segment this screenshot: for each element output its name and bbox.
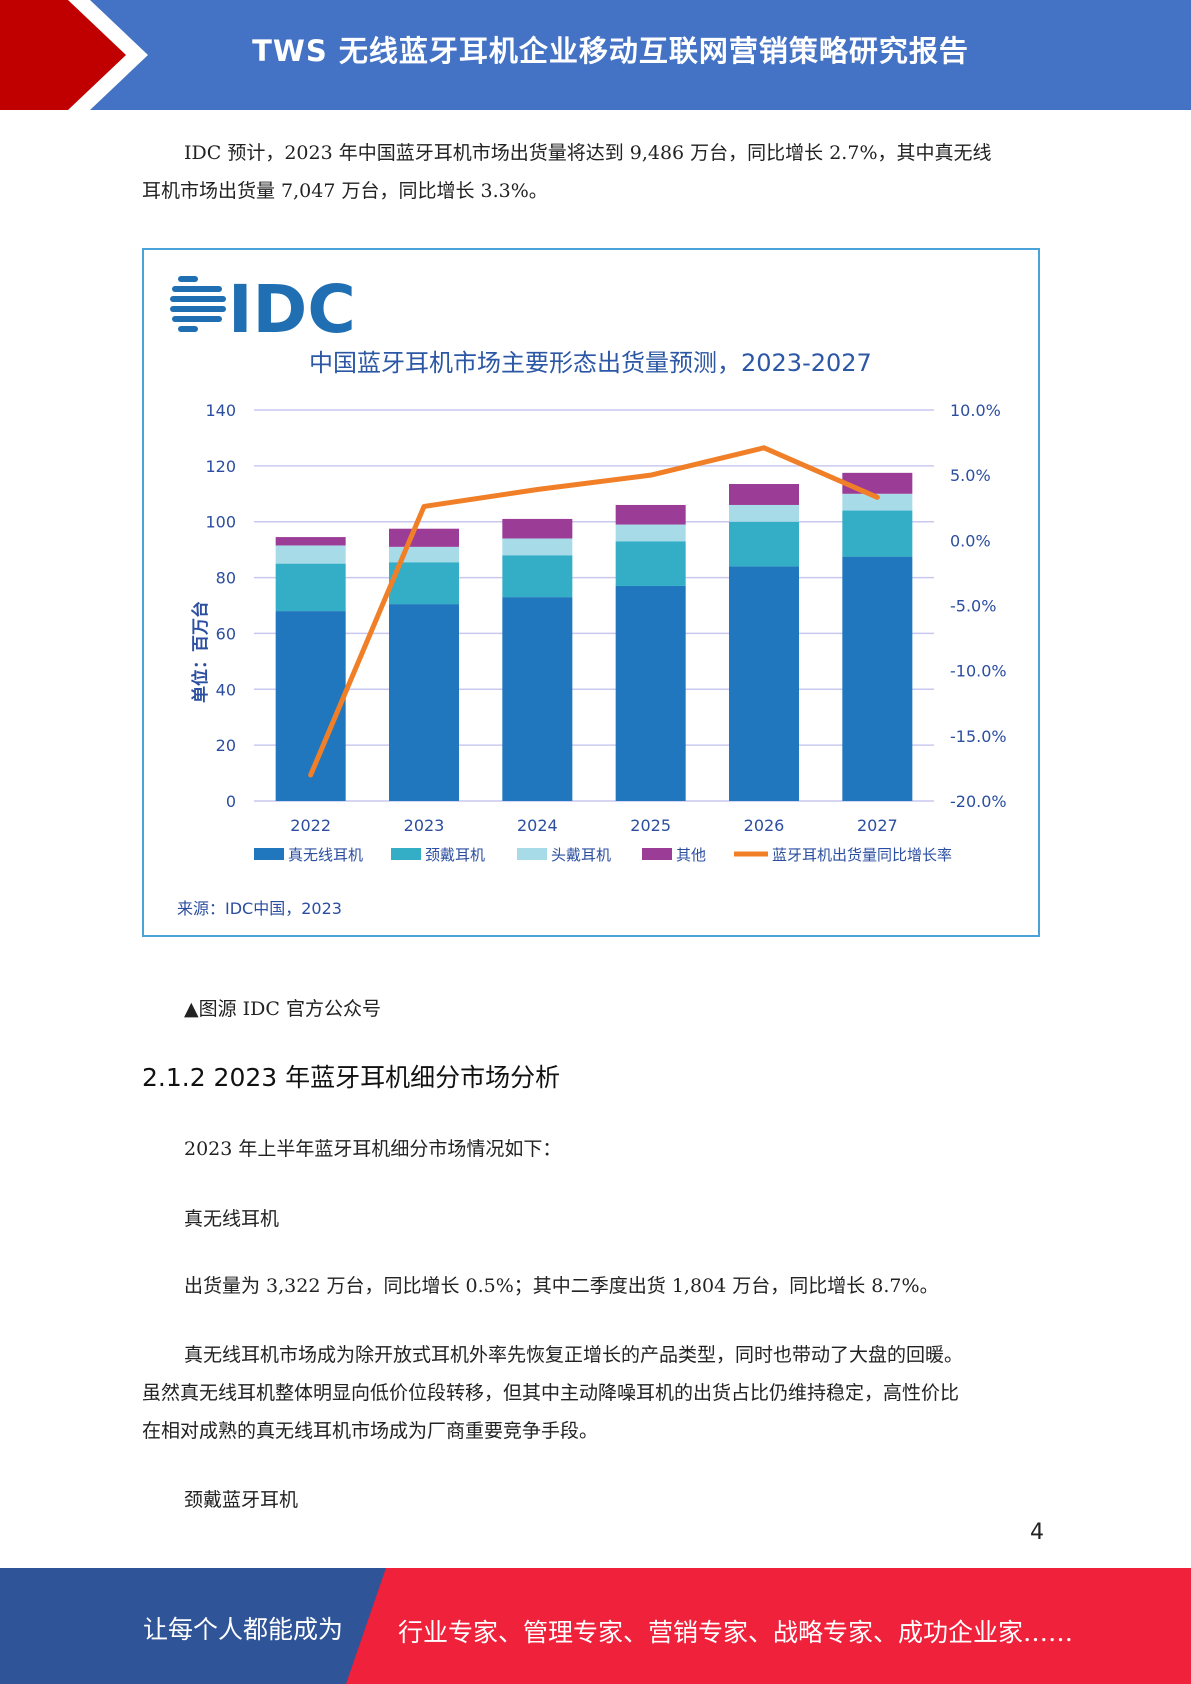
- y2-axis-ticks: -20.0% -15.0% -10.0% -5.0% 0.0% 5.0% 10.0%: [950, 401, 1007, 811]
- y-axis-ticks: 0 20 40 60 80 100 120 140: [205, 401, 236, 811]
- page-header: TWS 无线蓝牙耳机企业移动互联网营销策略研究报告: [0, 0, 1191, 110]
- y2-tick-label: 5.0%: [950, 466, 991, 485]
- bar-segment: [842, 493, 913, 511]
- x-tick-label: 2023: [404, 816, 445, 835]
- idc-logo-text: IDC: [228, 271, 356, 348]
- y2-tick-label: -15.0%: [950, 727, 1007, 746]
- y-tick-label: 0: [226, 792, 236, 811]
- y2-tick-label: 0.0%: [950, 531, 991, 550]
- legend-label: 颈戴耳机: [425, 846, 485, 864]
- body-p1: 2023 年上半年蓝牙耳机细分市场情况如下：: [184, 1138, 562, 1160]
- header-title: TWS 无线蓝牙耳机企业移动互联网营销策略研究报告: [252, 34, 969, 68]
- bar-segment: [615, 585, 686, 801]
- footer-slogan-right: 行业专家、管理专家、营销专家、战略专家、成功企业家……: [398, 1618, 1074, 1647]
- x-tick-label: 2026: [744, 816, 785, 835]
- bar-segment: [842, 510, 913, 557]
- y-axis-label: 单位：百万台: [190, 601, 211, 703]
- y-tick-label: 20: [216, 736, 236, 755]
- chart-legend: 真无线耳机 颈戴耳机 头戴耳机 其他 蓝牙耳机出货量同比增长率: [254, 846, 952, 864]
- body-p4: 真无线耳机市场成为除开放式耳机外率先恢复正增长的产品类型，同时也带动了大盘的回暖…: [142, 1336, 1042, 1450]
- figure-caption: ▲图源 IDC 官方公众号: [184, 998, 381, 1020]
- bar-segment: [502, 597, 573, 801]
- idc-chart-figure: IDC 中国蓝牙耳机市场主要形态出货量预测，2023-2027 单位：百万台 0…: [142, 248, 1040, 937]
- bar-segment: [615, 524, 686, 542]
- y-tick-label: 100: [205, 513, 236, 532]
- grid-lines: [254, 409, 934, 802]
- page-number: 4: [1030, 1520, 1044, 1545]
- body-p2: 真无线耳机: [184, 1208, 280, 1230]
- bar-segment: [275, 563, 346, 612]
- legend-label: 蓝牙耳机出货量同比增长率: [772, 846, 952, 864]
- bar-segment: [729, 504, 799, 522]
- page-footer: 让每个人都能成为 行业专家、管理专家、营销专家、战略专家、成功企业家……: [0, 1568, 1191, 1684]
- bar-segment: [615, 541, 686, 586]
- y-tick-label: 140: [205, 401, 236, 420]
- bar-segment: [502, 538, 573, 556]
- growth-line: [308, 445, 880, 778]
- bars: [275, 472, 913, 801]
- x-tick-label: 2024: [517, 816, 558, 835]
- bar-segment: [729, 521, 799, 567]
- bar-segment: [389, 562, 459, 605]
- legend-label: 真无线耳机: [288, 846, 363, 864]
- y2-tick-label: -10.0%: [950, 662, 1007, 681]
- body-p5: 颈戴蓝牙耳机: [184, 1489, 299, 1511]
- bar-segment: [502, 518, 573, 539]
- y-tick-label: 120: [205, 457, 236, 476]
- idc-logo: IDC: [170, 271, 356, 348]
- body-p4-line-1: 真无线耳机市场成为除开放式耳机外率先恢复正增长的产品类型，同时也带动了大盘的回暖…: [184, 1344, 964, 1366]
- body-p4-line-3: 在相对成熟的真无线耳机市场成为厂商重要竞争手段。: [142, 1420, 599, 1442]
- footer-slogan-left: 让每个人都能成为: [143, 1615, 344, 1644]
- legend-swatch: [517, 848, 547, 860]
- legend-label: 其他: [676, 846, 706, 864]
- bar-segment: [729, 484, 799, 505]
- legend-label: 头戴耳机: [551, 846, 611, 864]
- header-red-arrow: [0, 0, 148, 110]
- intro-line-1: IDC 预计，2023 年中国蓝牙耳机市场出货量将达到 9,486 万台，同比增…: [184, 142, 992, 164]
- bar-segment: [615, 504, 686, 525]
- bar-segment: [389, 528, 459, 547]
- growth-rate-line: [308, 445, 880, 778]
- intro-paragraph: IDC 预计，2023 年中国蓝牙耳机市场出货量将达到 9,486 万台，同比增…: [142, 134, 1042, 210]
- y-tick-label: 40: [216, 680, 236, 699]
- legend-swatch: [254, 848, 284, 860]
- section-heading: 2.1.2 2023 年蓝牙耳机细分市场分析: [142, 1063, 561, 1092]
- intro-line-2: 耳机市场出货量 7,047 万台，同比增长 3.3%。: [142, 180, 548, 202]
- bar-segment: [729, 566, 799, 801]
- stacked-bar-chart: IDC 中国蓝牙耳机市场主要形态出货量预测，2023-2027 单位：百万台 0…: [170, 271, 1007, 918]
- legend-swatch: [642, 848, 672, 860]
- y2-tick-label: 10.0%: [950, 401, 1001, 420]
- chart-source: 来源：IDC中国，2023: [177, 899, 342, 918]
- bar-segment: [389, 604, 459, 801]
- y2-tick-label: -5.0%: [950, 597, 996, 616]
- bar-segment: [275, 545, 346, 564]
- bar-segment: [502, 555, 573, 598]
- body-p4-line-2: 虽然真无线耳机整体明显向低价位段转移，但其中主动降噪耳机的出货占比仍维持稳定，高…: [142, 1382, 960, 1404]
- footer-background: [0, 1568, 1191, 1684]
- x-tick-label: 2022: [290, 816, 331, 835]
- bar-segment: [275, 537, 346, 546]
- x-axis-ticks: 2022 2023 2024 2025 2026 2027: [290, 816, 897, 835]
- y-tick-label: 80: [216, 569, 236, 588]
- legend-swatch: [391, 848, 421, 860]
- body-p3: 出货量为 3,322 万台，同比增长 0.5%；其中二季度出货 1,804 万台…: [184, 1275, 939, 1297]
- bar-segment: [842, 556, 913, 801]
- y-tick-label: 60: [216, 624, 236, 643]
- x-tick-label: 2025: [630, 816, 671, 835]
- idc-logo-stripes-icon: [170, 276, 226, 332]
- x-tick-label: 2027: [857, 816, 898, 835]
- bar-segment: [842, 472, 913, 494]
- y2-tick-label: -20.0%: [950, 792, 1007, 811]
- chart-title: 中国蓝牙耳机市场主要形态出货量预测，2023-2027: [309, 349, 872, 377]
